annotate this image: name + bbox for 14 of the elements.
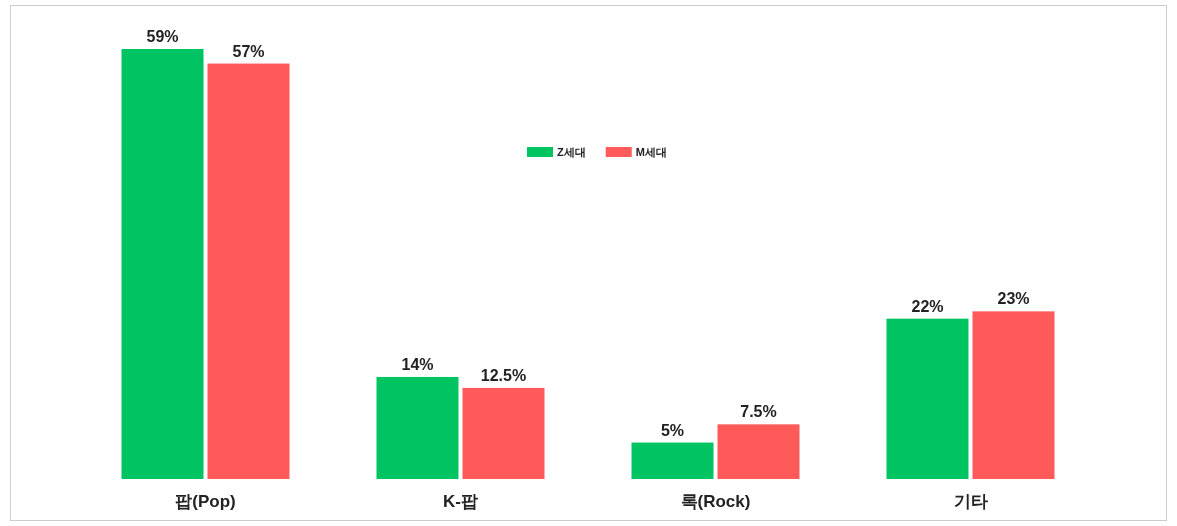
x-tick-label: 팝(Pop) — [175, 492, 236, 511]
data-label: 7.5% — [740, 403, 777, 421]
legend-label: M세대 — [635, 146, 667, 158]
data-label: 5% — [660, 421, 685, 439]
x-tick-label: K-팝 — [443, 492, 478, 511]
x-tick-label: 록(Rock) — [680, 492, 751, 511]
data-label: 14% — [401, 355, 434, 373]
legend-label: Z세대 — [557, 146, 586, 158]
data-label: 57% — [232, 42, 265, 60]
x-tick-label: 기타 — [953, 492, 988, 511]
data-label: 22% — [911, 297, 944, 315]
data-label: 59% — [146, 28, 179, 45]
data-label: 12.5% — [480, 366, 527, 384]
data-label: 23% — [997, 290, 1030, 308]
